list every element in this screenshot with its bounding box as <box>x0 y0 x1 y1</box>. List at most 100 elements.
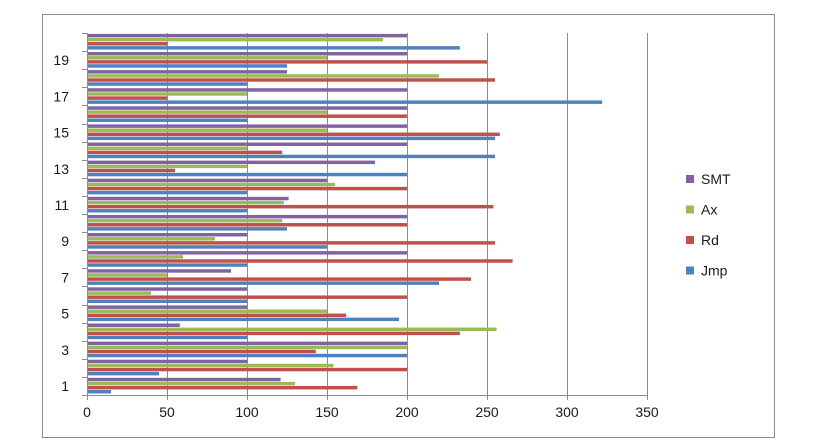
bar-rd-cat-17 <box>87 96 167 100</box>
bar-jmp-cat-1 <box>87 390 111 394</box>
y-tick-label-17: 17 <box>53 88 69 104</box>
bar-jmp-cat-13 <box>87 172 407 177</box>
y-tick-label-11: 11 <box>54 197 69 213</box>
bar-jmp-cat-15 <box>87 136 495 141</box>
bar-jmp-cat-10 <box>87 227 287 231</box>
bar-smt-cat-18 <box>87 70 287 74</box>
bar-rd-cat-15 <box>87 132 500 137</box>
x-tick-label-6: 300 <box>555 404 579 420</box>
bar-rd-cat-12 <box>87 186 407 191</box>
bar-smt-cat-10 <box>87 214 407 219</box>
bar-ax-cat-11 <box>87 200 284 205</box>
bar-smt-cat-2 <box>87 359 247 364</box>
bar-ax-cat-3 <box>87 345 407 350</box>
bar-ax-cat-17 <box>87 92 247 96</box>
axes <box>82 33 648 400</box>
x-tick-label-1: 50 <box>159 404 175 420</box>
bars <box>87 33 603 394</box>
legend-swatch-rd <box>686 236 694 244</box>
bar-rd-cat-2 <box>87 367 407 372</box>
bar-jmp-cat-20 <box>87 46 460 50</box>
bar-rd-cat-7 <box>87 277 471 281</box>
bar-rd-cat-6 <box>87 295 407 299</box>
bar-smt-cat-5 <box>87 305 247 309</box>
bar-jmp-cat-9 <box>87 245 327 249</box>
bar-ax-cat-20 <box>87 37 383 42</box>
bar-smt-cat-20 <box>87 33 407 38</box>
bar-jmp-cat-2 <box>87 371 159 376</box>
bar-jmp-cat-18 <box>87 82 247 86</box>
bar-smt-cat-13 <box>87 160 375 165</box>
bar-jmp-cat-17 <box>87 100 603 104</box>
bar-rd-cat-11 <box>87 204 494 209</box>
bar-ax-cat-10 <box>87 218 283 223</box>
bar-smt-cat-15 <box>87 124 407 128</box>
bar-jmp-cat-3 <box>87 353 407 358</box>
bar-ax-cat-16 <box>87 110 327 114</box>
bar-rd-cat-19 <box>87 60 487 64</box>
bar-smt-cat-19 <box>87 52 407 56</box>
y-tick-label-1: 1 <box>61 378 69 394</box>
bar-ax-cat-8 <box>87 255 183 259</box>
bar-rd-cat-13 <box>87 168 175 173</box>
y-tick-label-5: 5 <box>61 306 69 322</box>
bar-ax-cat-1 <box>87 381 295 386</box>
bar-jmp-cat-8 <box>87 263 247 267</box>
y-tick-label-9: 9 <box>61 233 69 249</box>
x-tick-labels: 0 50 100 150 200 250 300 350 <box>83 404 659 420</box>
bar-smt-cat-1 <box>87 377 281 382</box>
x-tick-label-4: 200 <box>395 404 419 420</box>
bar-smt-cat-12 <box>87 178 327 183</box>
bar-rd-cat-10 <box>87 223 407 227</box>
bar-jmp-cat-14 <box>87 154 495 159</box>
x-tick-label-2: 100 <box>235 404 259 420</box>
legend-label-ax: Ax <box>701 202 717 218</box>
bar-rd-cat-5 <box>87 313 347 318</box>
bar-smt-cat-17 <box>87 88 407 92</box>
bar-ax-cat-13 <box>87 164 247 169</box>
bar-rd-cat-14 <box>87 150 283 155</box>
bar-rd-cat-1 <box>87 385 358 390</box>
bar-jmp-cat-12 <box>87 190 247 195</box>
y-tick-label-15: 15 <box>53 125 69 141</box>
x-tick-label-7: 350 <box>635 404 659 420</box>
x-tick-label-5: 250 <box>475 404 499 420</box>
bar-rd-cat-8 <box>87 259 513 263</box>
bar-smt-cat-11 <box>87 196 289 201</box>
x-tick-label-3: 150 <box>315 404 339 420</box>
legend: SMT Ax Rd Jmp <box>686 171 731 279</box>
bar-smt-cat-9 <box>87 233 247 237</box>
bar-smt-cat-4 <box>87 323 180 327</box>
y-tick-label-13: 13 <box>53 161 69 177</box>
bar-ax-cat-5 <box>87 309 327 313</box>
bar-smt-cat-7 <box>87 269 231 273</box>
bar-smt-cat-14 <box>87 142 407 146</box>
bar-smt-cat-8 <box>87 251 407 255</box>
bar-ax-cat-12 <box>87 182 335 187</box>
bar-jmp-cat-7 <box>87 281 439 285</box>
legend-swatch-smt <box>686 175 694 183</box>
bar-rd-cat-16 <box>87 114 407 118</box>
x-tick-label-0: 0 <box>83 404 91 420</box>
bar-ax-cat-19 <box>87 56 327 60</box>
bar-ax-cat-18 <box>87 74 439 78</box>
bar-jmp-cat-5 <box>87 317 399 322</box>
legend-swatch-jmp <box>686 266 694 275</box>
bar-rd-cat-4 <box>87 331 460 336</box>
y-tick-label-3: 3 <box>61 342 69 358</box>
y-tick-label-7: 7 <box>61 269 69 285</box>
bar-ax-cat-4 <box>87 327 497 332</box>
bar-jmp-cat-4 <box>87 335 247 340</box>
y-tick-label-19: 19 <box>53 52 69 68</box>
bar-ax-cat-6 <box>87 291 151 295</box>
bar-jmp-cat-6 <box>87 299 247 303</box>
bar-smt-cat-16 <box>87 106 407 110</box>
bar-smt-cat-6 <box>87 287 247 291</box>
bar-rd-cat-20 <box>87 42 167 46</box>
bar-ax-cat-2 <box>87 363 334 368</box>
bar-jmp-cat-19 <box>87 64 287 68</box>
legend-swatch-ax <box>686 205 694 214</box>
